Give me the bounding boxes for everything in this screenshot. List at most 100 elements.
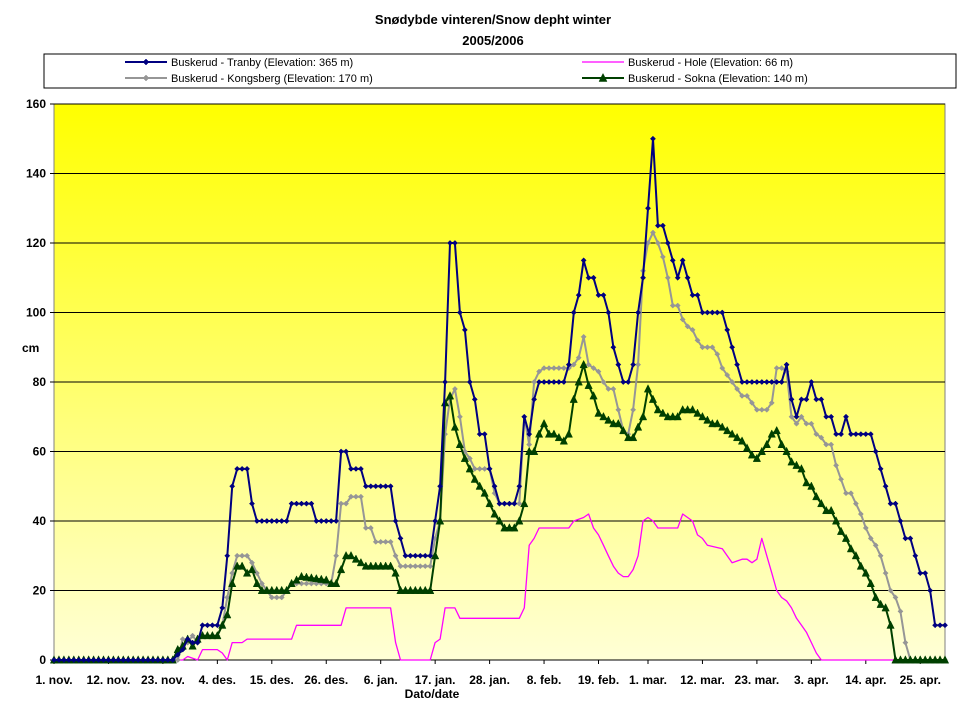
data-point — [803, 396, 810, 403]
data-point — [534, 429, 544, 438]
data-point — [599, 411, 608, 421]
data-point — [244, 552, 251, 559]
data-point — [451, 240, 458, 246]
y-axis-ticks: 0 20 40 60 80 100 120 140 160 — [26, 97, 54, 667]
data-point — [164, 657, 171, 663]
data-point — [332, 578, 341, 587]
data-point — [724, 326, 731, 333]
data-point — [673, 411, 682, 421]
data-point — [142, 74, 150, 82]
data-point — [283, 518, 290, 524]
data-point — [244, 465, 251, 472]
data-point — [744, 392, 750, 399]
data-point — [427, 552, 434, 559]
data-point — [308, 580, 315, 587]
data-point — [154, 657, 161, 663]
data-point — [747, 450, 757, 459]
data-point — [937, 622, 944, 629]
data-point — [505, 523, 514, 532]
data-point — [174, 657, 181, 663]
data-point — [442, 379, 449, 385]
data-point — [758, 379, 765, 385]
y-tick-label: 120 — [26, 236, 46, 250]
data-point — [372, 483, 379, 490]
data-point — [843, 490, 849, 497]
data-point — [362, 524, 369, 531]
data-point — [659, 222, 666, 229]
data-point — [580, 333, 587, 340]
data-point — [461, 326, 468, 333]
data-point — [600, 292, 607, 299]
data-point — [544, 429, 554, 438]
data-point — [560, 379, 567, 385]
data-point — [387, 483, 394, 490]
data-point — [897, 518, 904, 524]
y-tick-label: 140 — [26, 167, 46, 181]
data-point — [857, 511, 864, 518]
data-point — [838, 476, 845, 483]
data-point — [907, 535, 914, 542]
data-point — [208, 630, 217, 640]
data-point — [752, 453, 762, 462]
data-point — [520, 498, 529, 508]
legend-entry: Buskerud - Sokna (Elevation: 140 m) — [582, 72, 808, 85]
data-point — [382, 538, 389, 545]
data-point — [921, 655, 930, 664]
legend-entry: Buskerud - Kongsberg (Elevation: 170 m) — [125, 73, 373, 85]
data-point — [362, 483, 369, 490]
data-point — [490, 509, 499, 518]
x-tick-label: 23. nov. — [141, 673, 185, 687]
data-point — [367, 524, 374, 531]
data-point — [500, 523, 509, 532]
data-point — [277, 585, 286, 594]
data-point — [218, 620, 227, 629]
data-point — [788, 396, 795, 403]
data-point — [902, 639, 909, 646]
data-point — [882, 483, 889, 490]
data-point — [694, 292, 701, 299]
data-point — [95, 657, 102, 663]
data-point — [302, 572, 311, 581]
data-point — [352, 493, 359, 500]
data-point — [615, 361, 622, 368]
data-point — [189, 639, 196, 646]
data-point — [447, 240, 453, 246]
data-point — [417, 552, 424, 559]
data-point — [871, 592, 880, 601]
data-point — [228, 578, 237, 587]
x-tick-label: 1. mar. — [629, 673, 667, 687]
data-point — [328, 518, 335, 524]
data-point — [709, 309, 716, 316]
data-point — [714, 309, 721, 316]
data-point — [748, 379, 755, 385]
data-point — [239, 552, 246, 559]
data-point — [471, 396, 478, 403]
x-tick-label: 28. jan. — [469, 673, 510, 687]
data-point — [833, 462, 840, 469]
legend-label: Buskerud - Hole (Elevation: 66 m) — [628, 57, 793, 69]
data-point — [456, 413, 463, 420]
data-point — [516, 500, 523, 507]
data-point — [797, 464, 806, 473]
data-point — [704, 344, 711, 351]
data-point — [590, 365, 597, 372]
data-point — [872, 542, 879, 549]
data-point — [377, 538, 384, 545]
data-point — [654, 222, 661, 229]
data-point — [689, 326, 696, 333]
data-point — [333, 518, 340, 524]
data-point — [496, 500, 503, 507]
data-point — [531, 396, 538, 403]
data-point — [753, 379, 760, 385]
data-point — [772, 425, 781, 435]
data-point — [674, 274, 681, 281]
legend-entry: Buskerud - Tranby (Elevation: 365 m) — [125, 57, 353, 69]
data-point — [564, 429, 573, 438]
data-point — [298, 500, 305, 507]
data-point — [189, 632, 196, 639]
data-point — [922, 570, 929, 577]
data-point — [140, 657, 147, 663]
data-point — [669, 302, 676, 309]
data-point — [709, 344, 716, 351]
data-point — [807, 481, 816, 490]
